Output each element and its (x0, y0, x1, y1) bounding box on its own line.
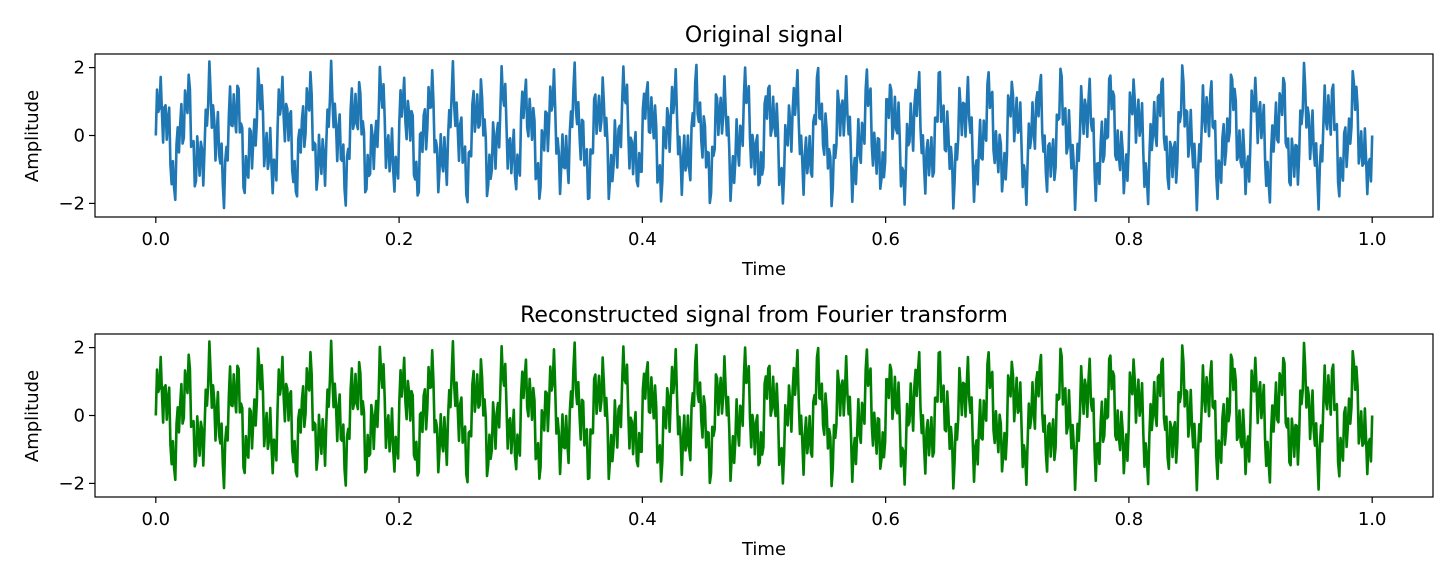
x-tick-label: 0.2 (385, 229, 414, 250)
axes-frame (94, 53, 1434, 218)
series-line (154, 59, 1374, 212)
x-tick-label: 1.0 (1358, 229, 1387, 250)
x-axis-label: Time (741, 539, 786, 560)
plot-area (154, 339, 1374, 492)
x-tick-label: 0.0 (141, 509, 170, 530)
y-tick-label: −2 (58, 193, 85, 214)
x-tick-label: 0.4 (628, 229, 657, 250)
x-tick-label: 0.0 (141, 229, 170, 250)
chart-title: Original signal (685, 23, 843, 48)
x-tick-label: 0.8 (1115, 509, 1144, 530)
y-tick-label: 0 (74, 406, 85, 427)
x-tick-label: 0.6 (871, 229, 900, 250)
subplot-reconstructed-signal: Reconstructed signal from Fourier transf… (22, 303, 1434, 560)
x-tick-label: 0.8 (1115, 229, 1144, 250)
x-tick-label: 1.0 (1358, 509, 1387, 530)
x-tick-label: 0.2 (385, 509, 414, 530)
x-tick-label: 0.6 (871, 509, 900, 530)
plot-area (154, 59, 1374, 212)
x-tick-label: 0.4 (628, 509, 657, 530)
series-line (154, 339, 1374, 492)
y-axis-label: Amplitude (22, 90, 43, 182)
axis-ticks: 0.0 0.2 0.4 0.6 0.8 1.0 2 0 −2 (58, 58, 1386, 250)
y-tick-label: 2 (74, 338, 85, 359)
y-tick-label: 0 (74, 126, 85, 147)
chart-title: Reconstructed signal from Fourier transf… (520, 303, 1008, 328)
y-axis-label: Amplitude (22, 370, 43, 462)
subplot-original-signal: Original signal Time Amplitude 0.0 0.2 0.4… (22, 23, 1434, 280)
axis-ticks: 0.0 0.2 0.4 0.6 0.8 1.0 2 0 −2 (58, 338, 1386, 530)
y-tick-label: −2 (58, 473, 85, 494)
x-axis-label: Time (741, 259, 786, 280)
axes-frame (94, 333, 1434, 498)
y-tick-label: 2 (74, 58, 85, 79)
